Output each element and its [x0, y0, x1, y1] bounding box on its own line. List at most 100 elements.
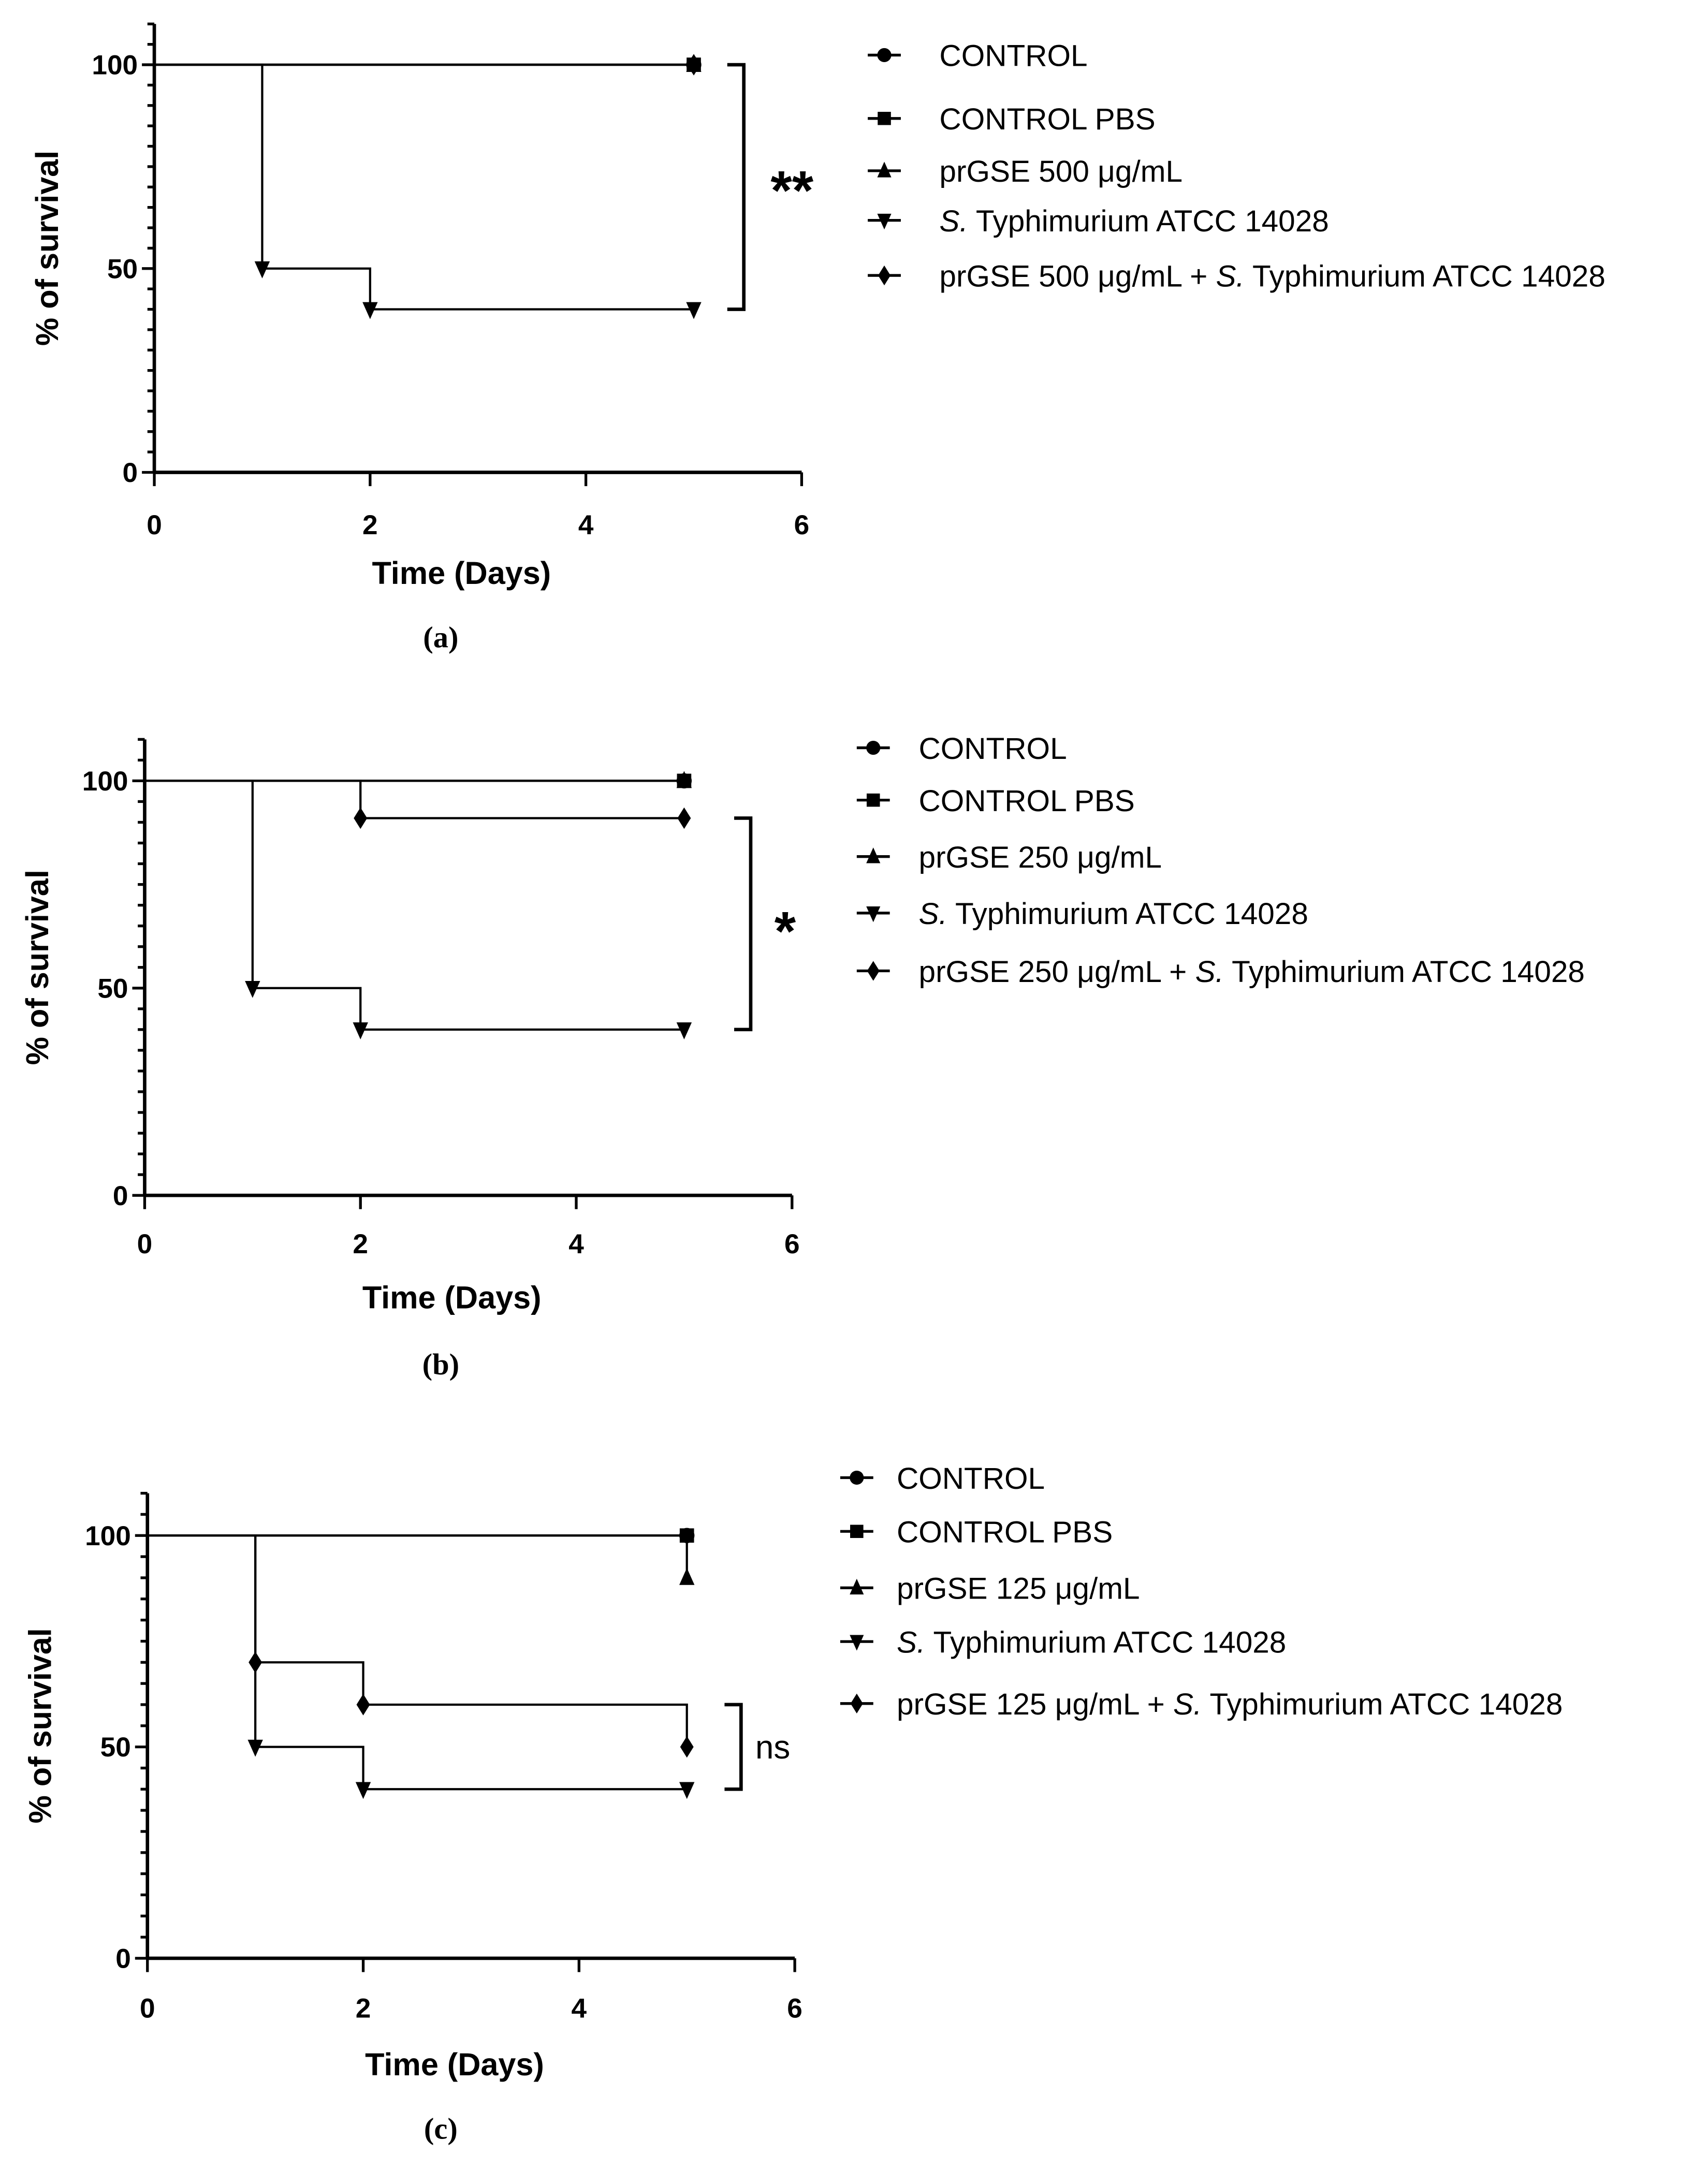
legend-item: S. Typhimurium ATCC 14028 [840, 1625, 1286, 1659]
legend-marker-triangle-down-icon [866, 906, 881, 922]
legend-marker-diamond-icon [867, 961, 880, 981]
legend-item: prGSE 250 μg/mL + S. Typhimurium ATCC 14… [856, 955, 1585, 989]
legend-label-part: CONTROL PBS [919, 784, 1135, 818]
data-point-triangle-down [247, 1739, 263, 1757]
legend-label: prGSE 125 μg/mL [897, 1572, 1140, 1606]
series-triangle-down [144, 780, 692, 1039]
significance-bracket [734, 816, 753, 1032]
series-diamond [144, 780, 691, 829]
legend-marker-triangle-down-icon [850, 1635, 864, 1651]
data-point-diamond [356, 1694, 370, 1716]
y-axis-title: % of survival [23, 1628, 58, 1823]
x-tick-label: 4 [568, 1229, 584, 1259]
legend-marker-diamond-icon [878, 265, 891, 286]
x-tick-label: 6 [794, 510, 810, 540]
data-point-diamond [680, 1736, 694, 1758]
series-triangle-up [144, 771, 692, 788]
legend-label: CONTROL PBS [939, 102, 1155, 136]
legend-item: CONTROL [868, 39, 1088, 73]
legend-label: prGSE 250 μg/mL [919, 841, 1162, 874]
legend-item: S. Typhimurium ATCC 14028 [868, 204, 1329, 238]
x-tick-label: 0 [147, 510, 162, 540]
legend-marker-triangle-up-icon [877, 162, 892, 178]
x-tick-label: 6 [784, 1229, 800, 1259]
data-point-triangle-down [245, 980, 260, 998]
x-tick-label: 2 [362, 510, 378, 540]
survival-step-line [147, 1534, 688, 1747]
y-axis-title: % of survival [20, 870, 55, 1065]
x-axis-title: Time (Days) [362, 1280, 542, 1315]
legend-marker-square-icon [850, 1525, 864, 1538]
legend-item: CONTROL PBS [868, 102, 1156, 136]
y-tick-label: 100 [92, 50, 138, 81]
survival-step-line [147, 1534, 687, 1791]
legend-label-part: CONTROL [919, 732, 1067, 766]
data-point-triangle-up [679, 1567, 695, 1585]
x-axis-title: Time (Days) [372, 555, 551, 591]
data-point-triangle-down [355, 1782, 371, 1799]
y-tick-label: 0 [113, 1181, 128, 1211]
x-axis-title: Time (Days) [365, 2047, 544, 2082]
survival-step-line [144, 780, 684, 1031]
data-point-diamond [677, 807, 691, 829]
legend-marker-diamond-icon [850, 1693, 863, 1713]
legend-item: prGSE 125 μg/mL + S. Typhimurium ATCC 14… [840, 1688, 1563, 1721]
legend-label-part: prGSE 125 μg/mL + [897, 1688, 1173, 1721]
significance-label: * [775, 901, 796, 962]
y-tick-label: 100 [85, 1521, 131, 1551]
legend-label: prGSE 125 μg/mL + S. Typhimurium ATCC 14… [897, 1688, 1563, 1721]
legend-label: S. Typhimurium ATCC 14028 [897, 1625, 1286, 1659]
legend-label: S. Typhimurium ATCC 14028 [939, 204, 1329, 238]
x-tick-label: 0 [140, 1993, 155, 2024]
legend-label: CONTROL [939, 39, 1087, 73]
legend-marker-circle-icon [850, 1470, 864, 1485]
legend-label: prGSE 250 μg/mL + S. Typhimurium ATCC 14… [919, 955, 1585, 989]
legend-label-part: S. [919, 897, 947, 931]
legend-label-part: prGSE 500 μg/mL [939, 155, 1183, 188]
legend-label-part: S. [939, 204, 968, 238]
legend-item: CONTROL PBS [840, 1516, 1113, 1549]
legend-label: CONTROL PBS [897, 1516, 1113, 1549]
y-tick-label: 50 [97, 973, 128, 1004]
x-tick-label: 0 [137, 1229, 153, 1259]
legend-item: CONTROL [856, 732, 1067, 766]
data-point-square [677, 773, 692, 788]
data-point-square [679, 1528, 694, 1543]
legend-label-part: CONTROL [939, 39, 1087, 73]
legend-label-part: CONTROL [897, 1462, 1045, 1496]
legend-label-part: CONTROL PBS [939, 102, 1155, 136]
legend-label-part: S. [1173, 1688, 1202, 1721]
legend: CONTROL CONTROL PBS prGSE 500 μg/mL S. Typh… [868, 39, 1605, 293]
survival-step-line [144, 780, 684, 819]
series-triangle-up [154, 55, 702, 72]
legend-label-part: Typhimurium ATCC 14028 [947, 897, 1308, 931]
survival-step-line [154, 63, 694, 311]
legend-item: prGSE 250 μg/mL [856, 841, 1162, 874]
panel-label: (a) [423, 620, 458, 654]
y-tick-label: 100 [82, 766, 128, 797]
legend-marker-triangle-down-icon [877, 213, 892, 230]
legend-item: CONTROL PBS [856, 784, 1135, 818]
legend-label-part: prGSE 125 μg/mL [897, 1572, 1140, 1606]
legend-marker-square-icon [878, 112, 891, 125]
legend-marker-triangle-up-icon [850, 1578, 864, 1595]
panel-label: (b) [422, 1347, 460, 1381]
series-triangle-down [147, 1534, 695, 1799]
legend-label-part: Typhimurium ATCC 14028 [1202, 1688, 1563, 1721]
significance-label: ns [755, 1728, 790, 1766]
legend-label: prGSE 500 μg/mL [939, 155, 1183, 188]
legend-label: S. Typhimurium ATCC 14028 [919, 897, 1308, 931]
legend-label: CONTROL [919, 732, 1067, 766]
legend-marker-circle-icon [866, 740, 881, 755]
legend-label-part: Typhimurium ATCC 14028 [1224, 955, 1585, 989]
legend-label: CONTROL [897, 1462, 1045, 1496]
legend: CONTROL CONTROL PBS prGSE 125 μg/mL S. Typh… [840, 1462, 1563, 1721]
x-tick-label: 6 [787, 1993, 802, 2024]
legend-label-part: prGSE 250 μg/mL + [919, 955, 1195, 989]
data-point-triangle-down [254, 261, 270, 279]
legend-label-part: Typhimurium ATCC 14028 [925, 1625, 1286, 1659]
y-axis-title: % of survival [30, 151, 65, 346]
y-tick-label: 50 [100, 1732, 131, 1763]
legend-label-part: prGSE 500 μg/mL + [939, 259, 1216, 293]
